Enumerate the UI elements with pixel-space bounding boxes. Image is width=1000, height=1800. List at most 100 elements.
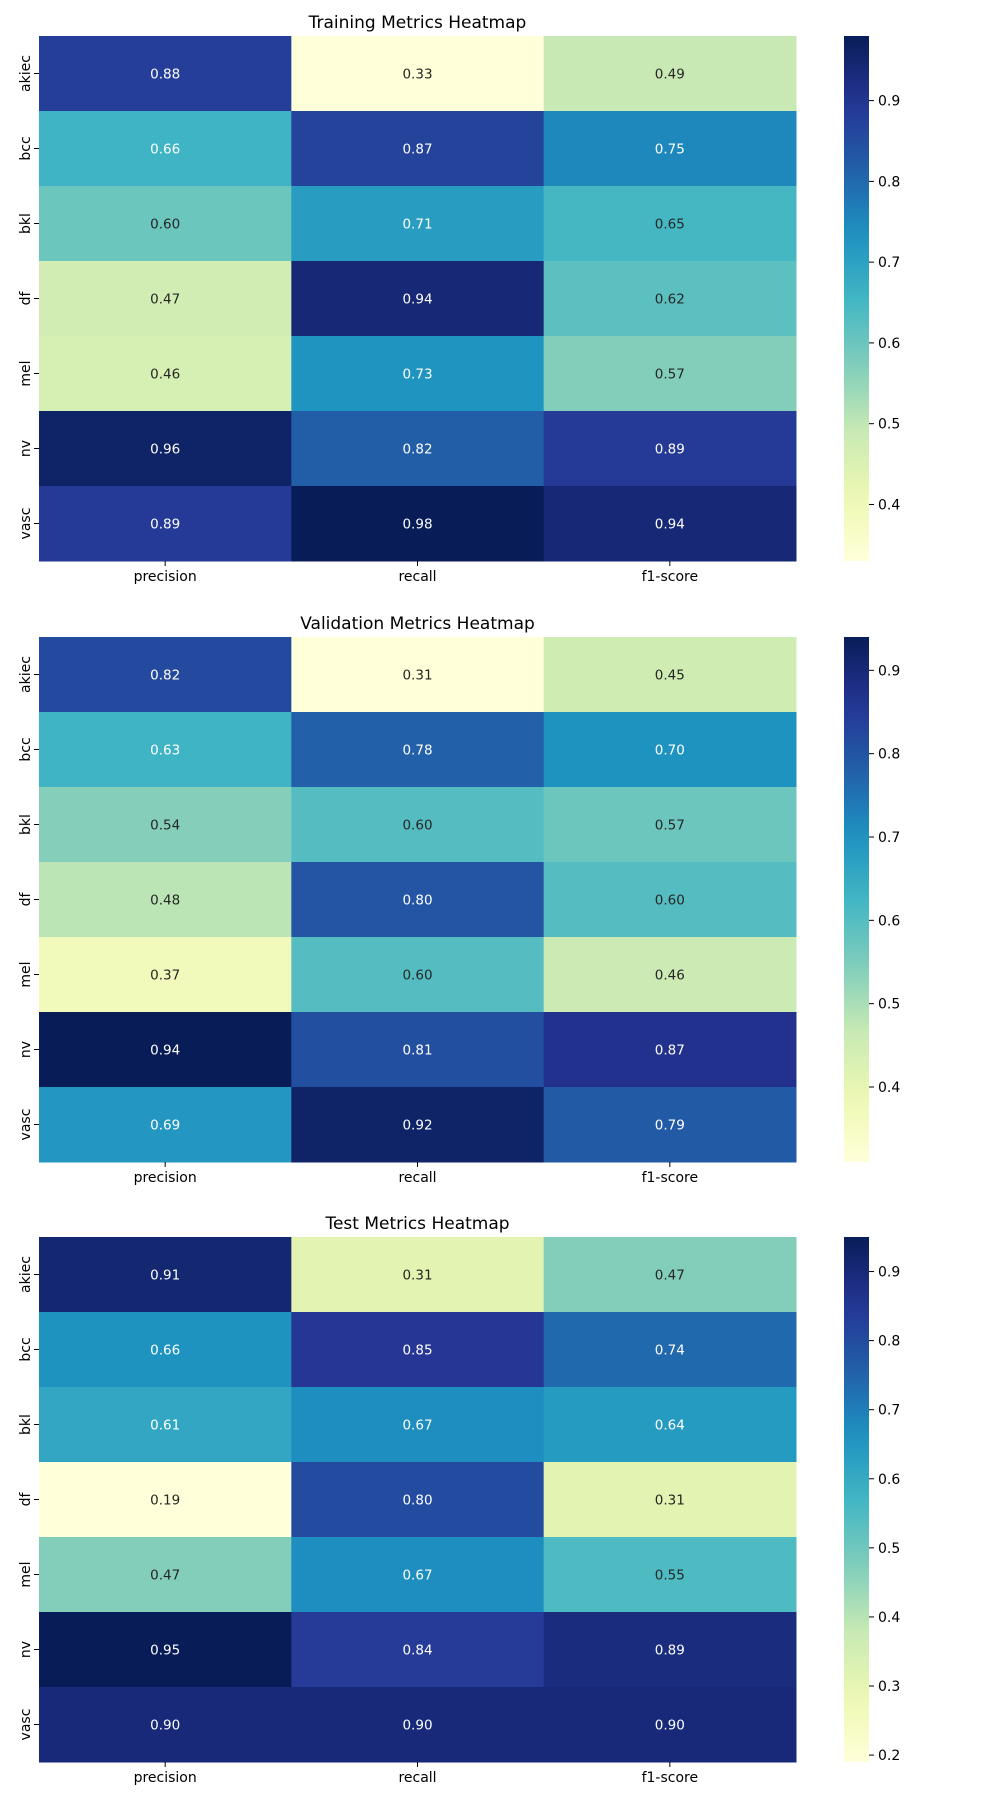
colorbar-tick-label: 0.7 [878,830,900,846]
heatmap-cell [291,1612,545,1688]
colorbar-tick-label: 0.4 [878,1080,900,1096]
heatmap-cell [291,862,545,938]
cell-value-label: 0.57 [655,367,685,383]
colorbar [844,36,869,561]
x-tick-label: f1-score [642,569,699,585]
cell-value-label: 0.60 [150,217,180,233]
heatmap-cell [291,1537,545,1613]
cell-value-label: 0.57 [655,818,685,834]
cell-value-label: 0.69 [150,1118,180,1134]
cell-value-label: 0.65 [655,217,685,233]
heatmap-cell [291,111,545,187]
colorbar-tick-label: 0.5 [878,1541,900,1557]
colorbar-tick-label: 0.2 [878,1748,900,1764]
heatmap-cell [291,1237,545,1313]
heatmap-cell [543,111,797,187]
y-tick-label: bkl [18,814,34,835]
cell-value-label: 0.37 [150,968,180,984]
cell-value-label: 0.71 [402,217,432,233]
heatmap-cell [543,411,797,487]
cell-value-label: 0.48 [150,893,180,909]
y-tick-label: vasc [18,508,34,540]
cell-value-label: 0.75 [655,142,685,158]
heatmap-cell [39,862,292,938]
colorbar-tick-label: 0.8 [878,747,900,763]
y-tick-label: bcc [18,136,34,160]
cell-value-label: 0.89 [655,1643,685,1659]
heatmap-cell [39,1237,292,1313]
heatmap-cell [39,1612,292,1688]
cell-value-label: 0.46 [655,968,685,984]
colorbar-tick-label: 0.8 [878,1334,900,1350]
heatmap-cell [543,1087,797,1163]
cell-value-label: 0.73 [402,367,432,383]
heatmap-cell [543,1012,797,1088]
heatmap-cell [291,261,545,337]
cell-value-label: 0.66 [150,1343,180,1359]
cell-value-label: 0.81 [402,1043,432,1059]
heatmap-cell [39,486,292,562]
y-tick-label: vasc [18,1109,34,1141]
colorbar-tick-label: 0.8 [878,174,900,190]
cell-value-label: 0.82 [150,668,180,684]
heatmap-cell [543,862,797,938]
y-tick-label: akiec [18,656,34,693]
heatmap-cell [291,637,545,713]
cell-value-label: 0.46 [150,367,180,383]
cell-value-label: 0.74 [655,1343,685,1359]
cell-value-label: 0.90 [402,1718,432,1734]
heatmap-cell [543,712,797,788]
x-tick-label: precision [134,569,197,585]
y-tick-label: bcc [18,737,34,761]
heatmap-cell [291,937,545,1013]
heatmap-cell [39,1462,292,1538]
colorbar-tick-label: 0.9 [878,94,900,110]
cell-value-label: 0.54 [150,818,180,834]
cell-value-label: 0.31 [402,668,432,684]
cell-value-label: 0.78 [402,743,432,759]
heatmap-cell [543,261,797,337]
colorbar-tick-label: 0.4 [878,1610,900,1626]
y-tick-label: nv [18,1641,34,1658]
heatmap-cell [543,1537,797,1613]
heatmap-cell [39,336,292,412]
y-tick-label: df [18,1492,34,1507]
cell-value-label: 0.19 [150,1493,180,1509]
heatmap-cell [291,486,545,562]
heatmap-cell [291,36,545,112]
heatmap-cell [543,1387,797,1463]
y-tick-label: mel [18,961,34,987]
x-tick-label: f1-score [642,1770,699,1786]
heatmap-cell [543,1687,797,1763]
heatmap-cell [543,1462,797,1538]
cell-value-label: 0.60 [655,893,685,909]
heatmap-cell [39,637,292,713]
cell-value-label: 0.61 [150,1418,180,1434]
cell-value-label: 0.62 [655,292,685,308]
y-tick-label: df [18,892,34,907]
heatmap-cell [291,1462,545,1538]
heatmap-cell [543,1612,797,1688]
cell-value-label: 0.89 [655,442,685,458]
cell-value-label: 0.33 [402,67,432,83]
colorbar-tick-label: 0.6 [878,336,900,352]
heatmap-cell [543,486,797,562]
cell-value-label: 0.49 [655,67,685,83]
colorbar-tick-label: 0.4 [878,497,900,513]
cell-value-label: 0.31 [402,1268,432,1284]
y-tick-label: df [18,291,34,306]
colorbar-tick-label: 0.7 [878,1403,900,1419]
chart-title: Test Metrics Heatmap [324,1214,509,1234]
y-tick-label: mel [18,360,34,386]
x-tick-label: f1-score [642,1170,699,1186]
cell-value-label: 0.98 [402,517,432,533]
colorbar-tick-label: 0.5 [878,997,900,1013]
heatmap-cell [39,712,292,788]
cell-value-label: 0.67 [402,1418,432,1434]
heatmap-panel-0: Training Metrics Heatmap 0.88 0.33 0.49 0.66… [18,13,900,585]
cell-value-label: 0.87 [655,1043,685,1059]
heatmap-cell [39,36,292,112]
cell-value-label: 0.82 [402,442,432,458]
heatmap-cell [543,937,797,1013]
